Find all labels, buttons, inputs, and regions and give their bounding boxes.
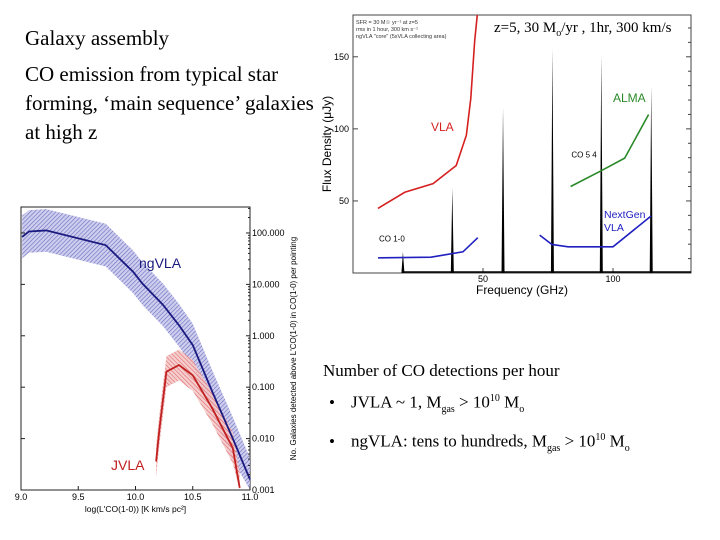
annotation-CO-5-4: CO 5 4 xyxy=(571,151,597,160)
co-line-1 xyxy=(401,251,405,273)
y-tick-label: 1.000 xyxy=(252,331,275,341)
y-tick-label: 0.100 xyxy=(252,382,275,392)
y-axis-label: Flux Density (μJy) xyxy=(320,96,334,192)
legend-note-line: ngVLA "core" (5xVLA collecting area) xyxy=(356,34,447,40)
x-tick-label: 9.5 xyxy=(72,492,85,502)
ngvla-label: ngVLA xyxy=(139,255,182,271)
x-tick-label: 10.0 xyxy=(127,492,145,502)
y-tick-label: 50 xyxy=(339,196,349,206)
co-line-3 xyxy=(501,107,505,273)
y-tick-label: 0.001 xyxy=(252,485,275,495)
x-tick-label: 50 xyxy=(478,274,488,284)
co-line-5 xyxy=(599,55,603,273)
band-jvla xyxy=(156,349,240,490)
y-tick-label: 10.000 xyxy=(252,279,280,289)
jvla-label: JVLA xyxy=(111,457,145,473)
bullets-heading: Number of CO detections per hour xyxy=(323,361,560,380)
y-tick-label: 150 xyxy=(334,52,349,62)
x-tick-label: 9.0 xyxy=(15,492,28,502)
alma-label: ALMA xyxy=(613,91,646,105)
nextgen-label: NextGen xyxy=(604,209,646,221)
x-tick-label: 10.5 xyxy=(184,492,202,502)
bullet-jvla: • JVLA ~ 1, Mgas > 1010 Mo xyxy=(329,392,525,416)
plot-frame xyxy=(352,14,692,274)
slide-subtitle: CO emission from typical star forming, ‘… xyxy=(25,62,314,144)
series-alma xyxy=(570,114,650,188)
series-ngvla xyxy=(21,229,251,480)
legend-note-line: rms in 1 hour, 300 km s⁻¹ xyxy=(356,27,418,33)
annot-pre: z=5, 30 M xyxy=(494,20,557,36)
bullet-ngvla: • ngVLA: tens to hundreds, Mgas > 1010 Mo xyxy=(329,431,630,455)
co-line-6 xyxy=(649,85,653,273)
band-ngvla xyxy=(22,209,250,490)
annot-sub: o xyxy=(556,28,562,39)
co-line-4 xyxy=(550,48,554,274)
legend-note-line: SFR = 30 M☉ yr⁻¹ at z=5 xyxy=(356,19,418,26)
annotation-CO-1-0: CO 1-0 xyxy=(379,234,405,243)
x-tick-label: 11.0 xyxy=(242,492,259,502)
y-axis-label: No. Galaxies detected above L'CO(1-0) in… xyxy=(289,237,298,460)
x-axis-label: Frequency (GHz) xyxy=(476,283,568,297)
y-tick-label: 100.000 xyxy=(252,228,285,238)
x-tick-label: 100 xyxy=(605,274,620,284)
annot-post: /yr , 1hr, 300 km/s xyxy=(561,20,672,36)
series-nextgen-vla xyxy=(539,215,652,248)
observation-parameters: z=5, 30 Mo/yr , 1hr, 300 km/s xyxy=(494,20,671,39)
x-axis-label: log(L'CO(1-0)) [K km/s pc²] xyxy=(85,504,186,514)
series-nextgen-vla xyxy=(377,237,479,259)
nextgen-label-2: VLA xyxy=(604,222,624,234)
y-tick-label: 0.010 xyxy=(252,434,275,444)
series-vla xyxy=(377,14,479,210)
vla-label: VLA xyxy=(431,120,454,134)
detections-summary: Number of CO detections per hour • JVLA ~… xyxy=(323,357,630,463)
co-line-2 xyxy=(450,187,454,273)
series-jvla xyxy=(155,363,241,489)
y-tick-label: 100 xyxy=(334,124,349,134)
slide-title: Galaxy assembly xyxy=(25,26,170,50)
